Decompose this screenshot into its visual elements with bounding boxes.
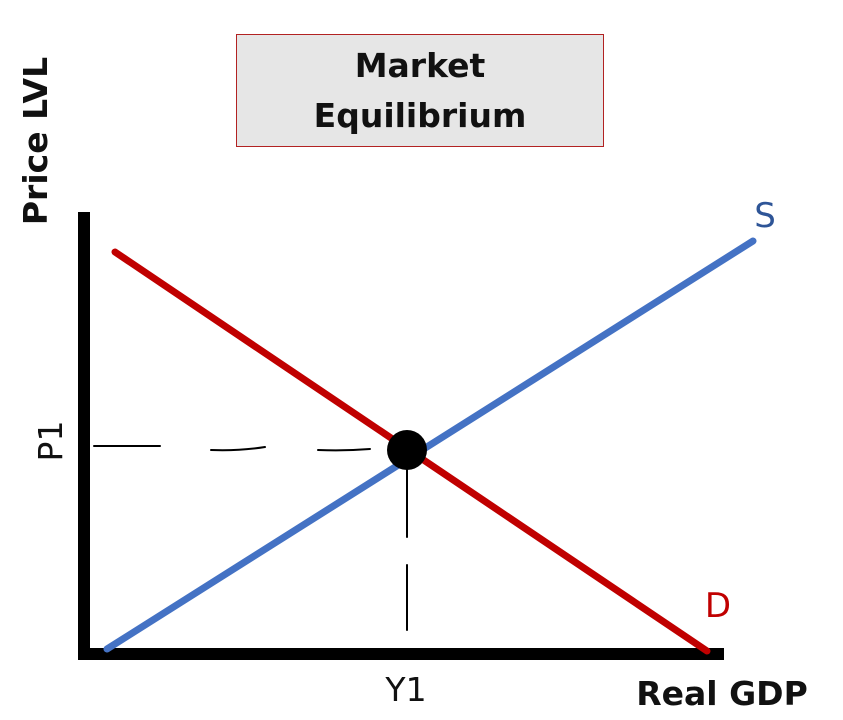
y-axis-label: Price LVL xyxy=(16,57,55,225)
price-guide-dashes xyxy=(93,445,371,452)
demand-label: D xyxy=(705,586,731,626)
price-guide-dash xyxy=(210,446,266,452)
quantity-label-y1: Y1 xyxy=(384,670,426,709)
supply-curve xyxy=(103,237,757,653)
title-line-2: Equilibrium xyxy=(313,95,527,135)
equilibrium-point xyxy=(387,430,427,470)
supply-label: S xyxy=(754,196,776,236)
price-label-p1: P1 xyxy=(31,421,70,462)
title-line-1: Market xyxy=(354,45,486,85)
diagram-title-box: Market Equilibrium xyxy=(236,34,604,147)
x-axis-label: Real GDP xyxy=(636,674,808,713)
price-guide-dash xyxy=(317,448,371,452)
